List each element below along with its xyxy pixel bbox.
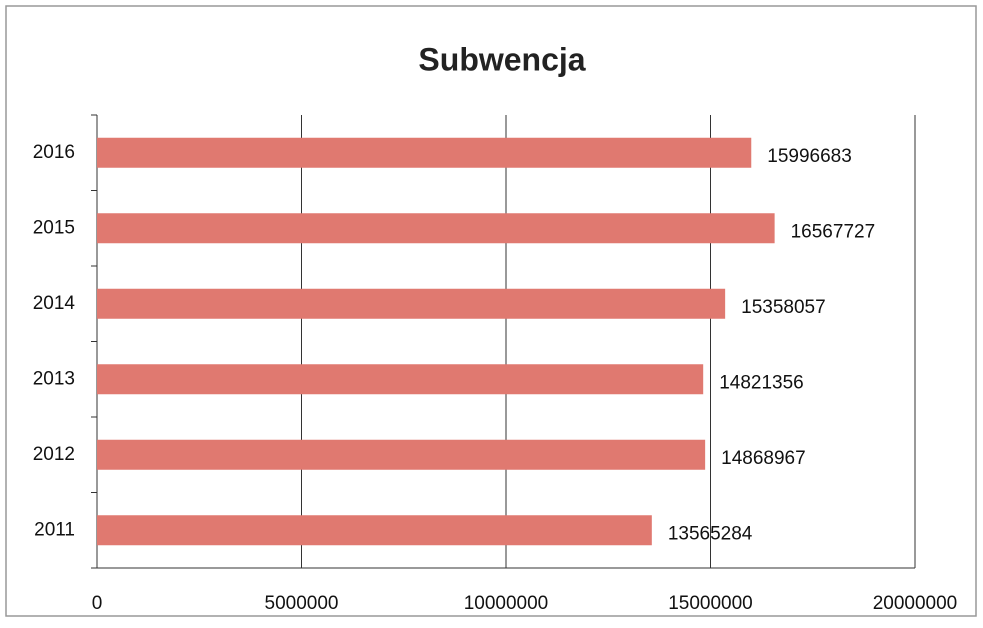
- bar: [97, 137, 752, 168]
- x-tick-label: 10000000: [464, 593, 549, 614]
- bar: [97, 288, 726, 319]
- x-tick-label: 0: [92, 593, 103, 614]
- y-tick-label: 2013: [33, 368, 75, 389]
- y-tick-label: 2015: [33, 217, 75, 238]
- data-label: 16567727: [791, 221, 876, 242]
- y-tick-label: 2014: [33, 293, 76, 314]
- data-label: 15996683: [767, 146, 852, 167]
- x-tick-label: 15000000: [668, 593, 753, 614]
- bar: [97, 213, 775, 244]
- x-tick-label: 5000000: [265, 593, 339, 614]
- data-label: 14821356: [719, 372, 804, 393]
- chart-title: Subwencja: [418, 41, 585, 77]
- bar: [97, 364, 704, 395]
- x-tick-label: 20000000: [873, 593, 958, 614]
- y-tick-label: 2011: [34, 519, 75, 540]
- data-label: 14868967: [721, 448, 806, 469]
- y-tick-label: 2016: [33, 142, 75, 163]
- data-label: 15358057: [741, 297, 826, 318]
- data-label: 13565284: [668, 523, 753, 544]
- y-tick-label: 2012: [33, 444, 75, 465]
- bar: [97, 439, 706, 470]
- bar: [97, 515, 652, 546]
